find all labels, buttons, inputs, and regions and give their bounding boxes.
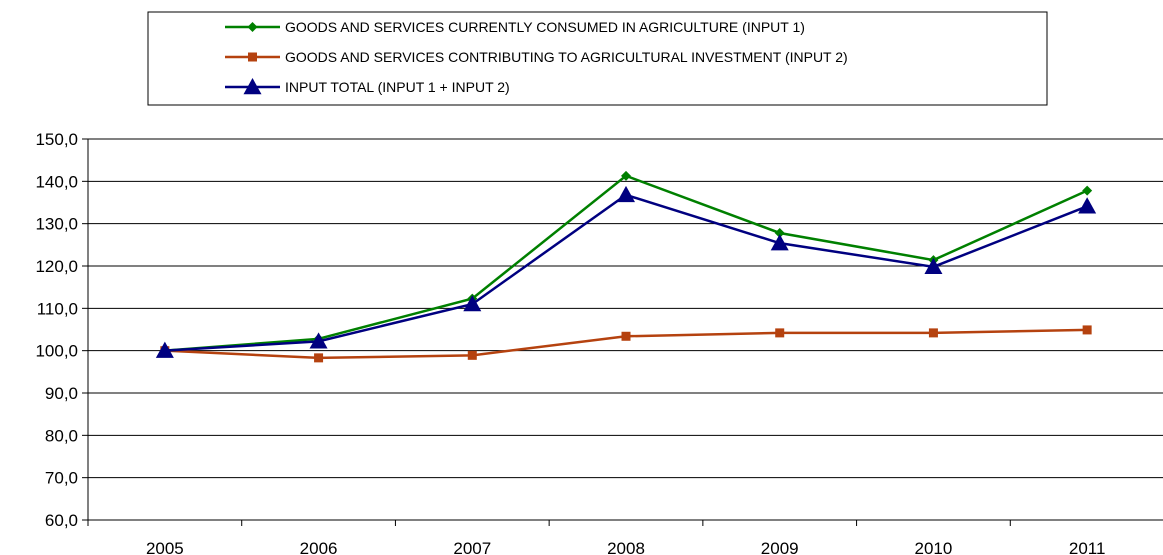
y-tick-label: 110,0 [37, 299, 78, 318]
data-point [774, 227, 785, 238]
legend-swatch-marker [243, 78, 262, 95]
data-point [155, 341, 174, 358]
x-tick-label: 2008 [607, 539, 645, 555]
data-point [621, 170, 631, 181]
series-2 [160, 325, 1092, 363]
data-point [314, 353, 324, 363]
y-tick-label: 150,0 [35, 130, 78, 149]
legend-swatch-marker [247, 22, 258, 32]
legend-swatch-marker [248, 52, 257, 62]
x-tick-label: 2011 [1069, 539, 1106, 555]
axes: 60,0 70,0 80,0 90,0 100,0 110,0 120,0 130,0 140,… [35, 130, 1163, 555]
legend-entry-1: GOODS AND SERVICES CURRENTLY CONSUMED IN… [225, 19, 805, 35]
y-tick-label: 70,0 [45, 469, 78, 488]
y-tick-label: 60,0 [45, 511, 78, 530]
x-tick-label: 2009 [761, 539, 799, 555]
x-tick-label: 2007 [453, 539, 491, 555]
gridlines [88, 138, 1163, 479]
data-point [928, 328, 938, 338]
y-tick-label: 90,0 [45, 384, 78, 403]
legend-label: GOODS AND SERVICES CURRENTLY CONSUMED IN… [285, 19, 805, 35]
y-tick-label: 120,0 [35, 257, 78, 276]
legend-label: GOODS AND SERVICES CONTRIBUTING TO AGRIC… [285, 49, 848, 65]
data-point [775, 328, 785, 338]
data-point [463, 295, 482, 312]
x-tick-label: 2010 [915, 539, 953, 555]
x-tick-label: 2006 [300, 539, 338, 555]
y-tick-label: 140,0 [35, 172, 78, 191]
data-point [924, 257, 943, 275]
series-layer [155, 170, 1097, 363]
data-point [309, 332, 328, 349]
y-tick-label: 80,0 [45, 426, 78, 445]
data-point [1078, 197, 1097, 214]
legend-box [147, 11, 1048, 106]
data-point [770, 234, 789, 251]
data-point [1082, 185, 1093, 196]
data-point [617, 185, 635, 203]
legend: GOODS AND SERVICES CURRENTLY CONSUMED IN… [147, 11, 1048, 106]
legend-entry-2: GOODS AND SERVICES CONTRIBUTING TO AGRIC… [225, 49, 848, 65]
data-point [621, 331, 631, 341]
legend-entry-3: INPUT TOTAL (INPUT 1 + INPUT 2) [225, 78, 510, 95]
series-line [164, 193, 1088, 352]
x-tick-label: 2005 [146, 539, 184, 555]
data-point [1082, 325, 1092, 335]
y-tick-label: 100,0 [35, 342, 78, 361]
legend-label: INPUT TOTAL (INPUT 1 + INPUT 2) [285, 79, 510, 95]
y-tick-label: 130,0 [35, 215, 78, 234]
series-3 [155, 185, 1097, 358]
data-point [467, 350, 477, 360]
